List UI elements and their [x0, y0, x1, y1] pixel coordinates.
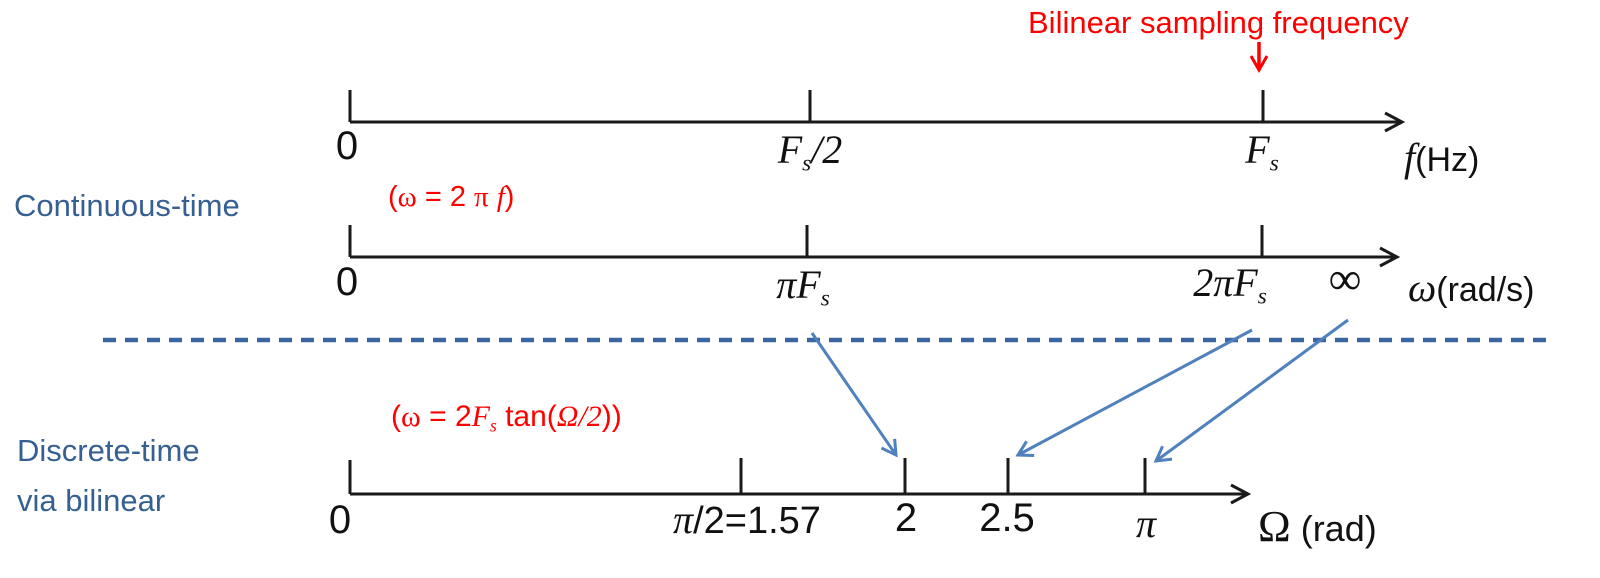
fc-omega: ω — [397, 181, 417, 213]
omega-axis-unit: (rad/s) — [1436, 271, 1535, 309]
fc-pi: π — [474, 181, 489, 213]
fs2-F: F — [777, 127, 803, 172]
fs-sub: s — [1269, 150, 1279, 177]
omega-axis-tick-pifs: πFs — [776, 261, 830, 312]
omega-equals-2pif-formula: (ω = 2 π f) — [388, 181, 514, 214]
fc-sp — [489, 181, 497, 213]
twopifs-sub: s — [1257, 283, 1267, 310]
fd-arg: Ω/2 — [556, 400, 602, 433]
Omega-axis-unit: (rad) — [1290, 508, 1377, 549]
Omega-axis-tick-2: 2 — [894, 496, 918, 540]
f-axis-unit: (Hz) — [1415, 141, 1480, 179]
discrete-time-line1: Discrete-time — [17, 433, 200, 468]
pi2-pi: π — [673, 497, 694, 542]
omega-axis-tick-infinity: ∞ — [1328, 253, 1362, 304]
fd-F: F — [471, 400, 490, 433]
f-axis-tick-fs2: Fs/2 — [778, 126, 843, 177]
fc-f: f — [496, 181, 505, 213]
continuous-time-label: Continuous-time — [14, 188, 240, 223]
Omega-axis-tick-pi2: π/2=1.57 — [673, 496, 821, 543]
f-axis-tick-0: 0 — [335, 124, 359, 168]
twopifs-main: 2πF — [1193, 260, 1258, 305]
f-axis-title: f(Hz) — [1404, 134, 1479, 181]
fs2-sub: s — [802, 150, 812, 177]
fd-p2: = 2 — [420, 400, 472, 433]
fd-p4: )) — [601, 400, 622, 433]
pifs-main: πF — [776, 262, 821, 307]
fs2-rest: /2 — [811, 127, 843, 172]
f-axis — [348, 90, 1406, 133]
fs-F: F — [1245, 127, 1270, 172]
pi2-rest: /2=1.57 — [693, 500, 821, 542]
fc-p2: = 2 — [416, 181, 475, 213]
fd-sub: s — [489, 415, 497, 436]
fc-p1: ( — [388, 181, 398, 213]
fd-p3: tan( — [496, 400, 557, 433]
omega-axis — [348, 225, 1401, 268]
discrete-time-label: Discrete-time via bilinear — [17, 426, 200, 526]
omega-axis-var: ω — [1408, 265, 1437, 310]
f-axis-tick-fs: Fs — [1245, 126, 1278, 177]
f-axis-var: f — [1404, 135, 1416, 180]
mapping-arrow-inf-to-pi-icon — [1153, 318, 1349, 463]
Omega-axis-tick-2p5: 2.5 — [979, 496, 1035, 540]
Omega-axis-var: Ω — [1258, 502, 1291, 551]
omega-axis-tick-0: 0 — [335, 260, 359, 304]
Omega-axis-tick-0: 0 — [328, 498, 352, 542]
discrete-time-line2: via bilinear — [17, 483, 166, 518]
Omega-axis — [348, 458, 1252, 505]
mapping-arrow-pifs-to-2-icon — [810, 332, 898, 458]
Omega-axis-tick-pi: π — [1135, 501, 1157, 546]
pifs-sub: s — [820, 285, 830, 312]
fd-p1: ( — [391, 400, 401, 433]
mapping-arrow-2pifs-to-2p5-icon — [1015, 328, 1253, 457]
Omega-axis-title: Ω (rad) — [1258, 501, 1377, 552]
omega-axis-tick-2pifs: 2πFs — [1193, 259, 1267, 310]
omega-axis-title: ω(rad/s) — [1408, 264, 1534, 311]
omega-equals-2fs-tan-formula: (ω = 2Fs tan(Ω/2)) — [391, 400, 622, 437]
fd-omega: ω — [401, 400, 421, 433]
bilinear-annotation: Bilinear sampling frequency — [1028, 5, 1409, 40]
fc-p3: ) — [504, 181, 515, 213]
